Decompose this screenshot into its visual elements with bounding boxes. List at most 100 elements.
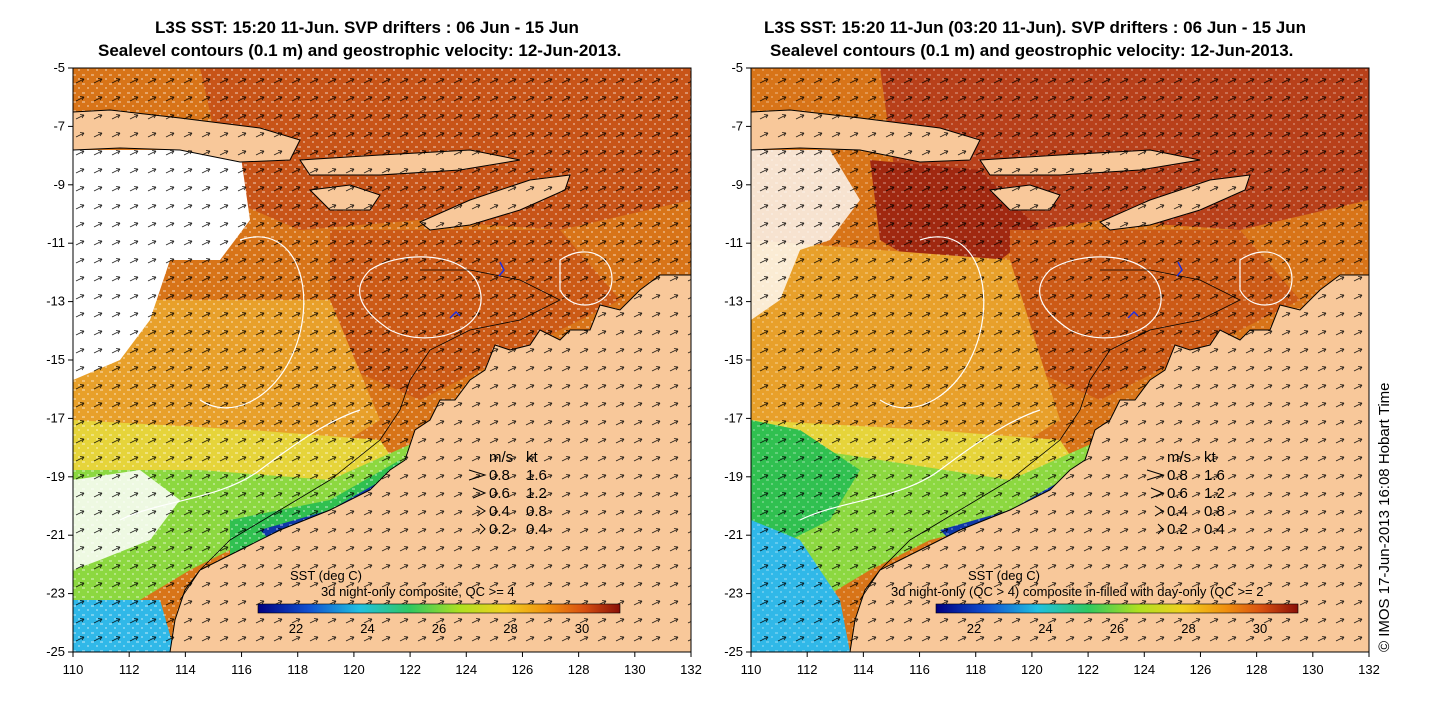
left-legend-arrow — [479, 523, 486, 535]
left-drifter-track-1 — [498, 261, 505, 277]
left-colorbar-tick-label: 26 — [432, 621, 446, 636]
left-x-tick-label: 126 — [512, 662, 534, 677]
left-x-tick-label: 130 — [624, 662, 646, 677]
left-colorbar — [257, 603, 621, 614]
right-x-tick-label: 128 — [1246, 662, 1268, 677]
left-y-tick-label: -15 — [46, 352, 65, 367]
right-velocity-arrows — [751, 68, 1369, 652]
left-y-tick-label: -17 — [46, 410, 65, 425]
right-x-tick-label: 112 — [797, 662, 818, 677]
left-sealevel-contour-3 — [199, 236, 305, 409]
left-sealevel-contour-1 — [359, 256, 482, 339]
left-x-tick-label: 116 — [231, 662, 252, 677]
right-title-line-2: Sealevel contours (0.1 m) and geostrophi… — [770, 41, 1294, 60]
left-legend-ms-value: 0.4 — [489, 503, 510, 520]
right-x-tick-label: 114 — [853, 662, 874, 677]
right-drifter-track-2 — [1127, 310, 1139, 319]
right-colorbar-tick-label: 28 — [1181, 621, 1195, 636]
left-y-tick-label: -25 — [46, 644, 65, 659]
right-y-tick-label: -5 — [731, 60, 743, 75]
right-map-panel — [751, 68, 1369, 652]
right-colorbar — [935, 603, 1299, 614]
right-x-tick-label: 126 — [1190, 662, 1212, 677]
axes-layer: 110 112 114 116 118 120 122 124 126 128 130 132 -5 -7… — [46, 60, 1380, 677]
left-sealevel-contour-2 — [559, 251, 613, 306]
right-y-tick-label: -11 — [725, 235, 743, 250]
right-y-tick-label: -7 — [731, 118, 743, 133]
right-legend-ms-value: 0.4 — [1167, 503, 1188, 520]
left-x-tick-label: 112 — [119, 662, 140, 677]
left-title-line-2: Sealevel contours (0.1 m) and geostrophi… — [98, 41, 622, 60]
right-y-tick-label: -19 — [724, 469, 743, 484]
right-y-tick-label: -9 — [731, 177, 743, 192]
right-sealevel-contour-1 — [1039, 256, 1162, 339]
left-colorbar-tick-label: 28 — [503, 621, 517, 636]
right-legend-kt-value: 0.8 — [1204, 503, 1225, 520]
left-x-tick-label: 118 — [287, 662, 308, 677]
left-y-tick-label: -11 — [47, 235, 65, 250]
left-y-tick-label: -19 — [46, 469, 65, 484]
left-shelf-contour — [179, 269, 561, 601]
left-legend-kt-value: 1.6 — [526, 467, 547, 484]
left-x-tick-label: 122 — [399, 662, 421, 677]
left-x-tick-label: 132 — [680, 662, 702, 677]
right-legend-kt-value: 0.4 — [1204, 521, 1225, 538]
left-legend-ms-value: 0.2 — [489, 521, 510, 538]
left-legend-header-ms: m/s — [489, 449, 513, 466]
left-legend-ms-value: 0.6 — [489, 485, 510, 502]
left-y-tick-label: -21 — [46, 527, 65, 542]
left-legend-header-kt: kt — [526, 449, 539, 466]
left-colorbar-tick-label: 24 — [360, 621, 374, 636]
right-drifter-track-1 — [1176, 261, 1183, 277]
right-y-tick-label: -15 — [724, 352, 743, 367]
right-x-tick-label: 116 — [909, 662, 930, 677]
left-colorbar-tick-label: 22 — [289, 621, 303, 636]
left-x-tick-label: 114 — [175, 662, 196, 677]
right-colorbar-tick-label: 22 — [967, 621, 981, 636]
right-legend-kt-value: 1.6 — [1204, 467, 1225, 484]
left-colorbar-title: SST (deg C) — [290, 568, 362, 583]
right-legend-ms-value: 0.2 — [1167, 521, 1188, 538]
right-legend-arrow — [1146, 469, 1165, 481]
right-colorbar-subtitle: 3d night-only (QC > 4) composite in-fill… — [891, 584, 1263, 599]
left-y-tick-label: -9 — [53, 177, 65, 192]
right-sealevel-contour-3 — [879, 236, 985, 409]
right-colorbar-tick-label: 30 — [1253, 621, 1267, 636]
left-x-tick-label: 124 — [455, 662, 477, 677]
left-title-line-1: L3S SST: 15:20 11-Jun. SVP drifters : 06… — [155, 18, 579, 37]
right-y-tick-label: -25 — [724, 644, 743, 659]
left-drifter-track-2 — [449, 310, 461, 319]
right-legend-kt-value: 1.2 — [1204, 485, 1225, 502]
right-legend-header-ms: m/s — [1167, 449, 1191, 466]
right-y-tick-label: -13 — [724, 294, 743, 309]
left-x-tick-label: 128 — [568, 662, 590, 677]
right-legend-ms-value: 0.8 — [1167, 467, 1188, 484]
right-x-tick-label: 132 — [1358, 662, 1380, 677]
left-colorbar-subtitle: 3d night-only composite, QC >= 4 — [321, 584, 515, 599]
right-x-tick-label: 120 — [1021, 662, 1043, 677]
right-y-tick-label: -17 — [724, 410, 743, 425]
right-y-tick-label: -23 — [724, 586, 743, 601]
right-legend-arrow — [1157, 523, 1164, 535]
right-sealevel-contour-4 — [799, 409, 1041, 521]
left-y-tick-label: -7 — [53, 118, 65, 133]
right-x-tick-label: 118 — [965, 662, 986, 677]
left-y-tick-label: -23 — [46, 586, 65, 601]
left-legend-ms-value: 0.8 — [489, 467, 510, 484]
left-legend-kt-value: 1.2 — [526, 485, 547, 502]
right-legend-arrow — [1150, 487, 1165, 499]
right-colorbar-tick-label: 26 — [1110, 621, 1124, 636]
right-shelf-contour — [859, 269, 1241, 601]
left-sealevel-contour-4 — [119, 409, 361, 521]
left-legend-kt-value: 0.4 — [526, 521, 547, 538]
right-colorbar-tick-label: 24 — [1038, 621, 1052, 636]
right-sealevel-contour-2 — [1239, 251, 1293, 306]
right-y-tick-label: -21 — [724, 527, 743, 542]
right-legend-ms-value: 0.6 — [1167, 485, 1188, 502]
left-legend-arrow — [472, 487, 487, 499]
left-legend-arrow — [468, 469, 487, 481]
left-x-tick-label: 110 — [63, 662, 84, 677]
right-title-line-1: L3S SST: 15:20 11-Jun (03:20 11-Jun). SV… — [764, 18, 1306, 37]
